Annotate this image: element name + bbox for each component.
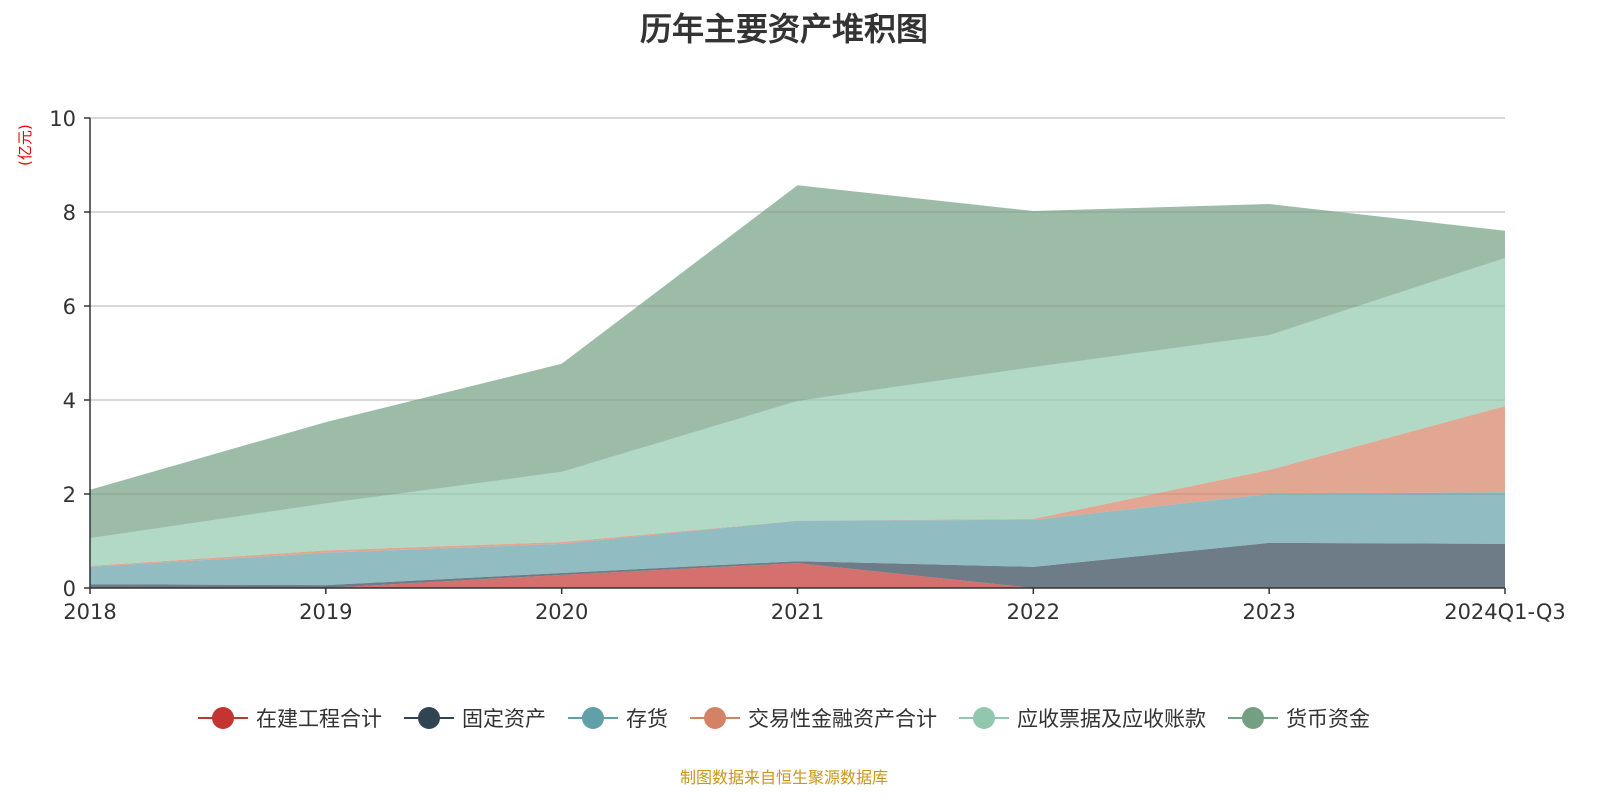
x-tick-label: 2019 bbox=[299, 600, 352, 624]
legend-label: 货币资金 bbox=[1286, 707, 1370, 731]
legend-item[interactable]: 货币资金 bbox=[1228, 703, 1370, 733]
legend-item[interactable]: 在建工程合计 bbox=[198, 703, 382, 733]
legend-label: 固定资产 bbox=[462, 707, 546, 731]
legend-marker-icon bbox=[198, 706, 248, 730]
y-tick-label: 4 bbox=[63, 389, 76, 413]
area-series-1 bbox=[90, 542, 1505, 588]
x-tick-label: 2023 bbox=[1242, 600, 1295, 624]
legend-label: 应收票据及应收账款 bbox=[1017, 707, 1206, 731]
y-tick-label: 2 bbox=[63, 483, 76, 507]
area-series-2 bbox=[90, 492, 1505, 586]
legend-item[interactable]: 应收票据及应收账款 bbox=[959, 703, 1206, 733]
legend-item[interactable]: 存货 bbox=[568, 703, 668, 733]
legend-marker-icon bbox=[404, 706, 454, 730]
legend-item[interactable]: 交易性金融资产合计 bbox=[690, 703, 937, 733]
stacked-area-chart: 0 2 4 6 8 10 2018 2019 2020 2021 2022 2023 2024Q1-Q3 bbox=[49, 107, 1566, 624]
area-series-0 bbox=[90, 563, 1505, 588]
y-tick-label: 0 bbox=[63, 577, 76, 601]
y-tick-label: 8 bbox=[63, 201, 76, 225]
legend-label: 交易性金融资产合计 bbox=[748, 707, 937, 731]
x-tick-label: 2020 bbox=[535, 600, 588, 624]
legend-marker-icon bbox=[568, 706, 618, 730]
x-tick-label: 2021 bbox=[771, 600, 824, 624]
x-tick-label: 2018 bbox=[63, 600, 116, 624]
legend-marker-icon bbox=[1228, 706, 1278, 730]
legend: 在建工程合计 固定资产 存货 交易性金融资产合计 应收票据及应收账款 货币资金 bbox=[0, 703, 1568, 733]
area-series-5 bbox=[90, 185, 1505, 539]
x-tick-label: 2022 bbox=[1007, 600, 1060, 624]
legend-label: 存货 bbox=[626, 707, 668, 731]
x-tick-label: 2024Q1-Q3 bbox=[1444, 600, 1566, 624]
y-tick-label: 6 bbox=[63, 295, 76, 319]
area-series-4 bbox=[90, 258, 1505, 566]
legend-label: 在建工程合计 bbox=[256, 707, 382, 731]
chart-title: 历年主要资产堆积图 bbox=[639, 10, 928, 48]
legend-marker-icon bbox=[690, 706, 740, 730]
legend-marker-icon bbox=[959, 706, 1009, 730]
area-series-3 bbox=[90, 406, 1505, 567]
source-note: 制图数据来自恒生聚源数据库 bbox=[679, 768, 888, 787]
legend-item[interactable]: 固定资产 bbox=[404, 703, 546, 733]
y-tick-label: 10 bbox=[49, 107, 76, 131]
